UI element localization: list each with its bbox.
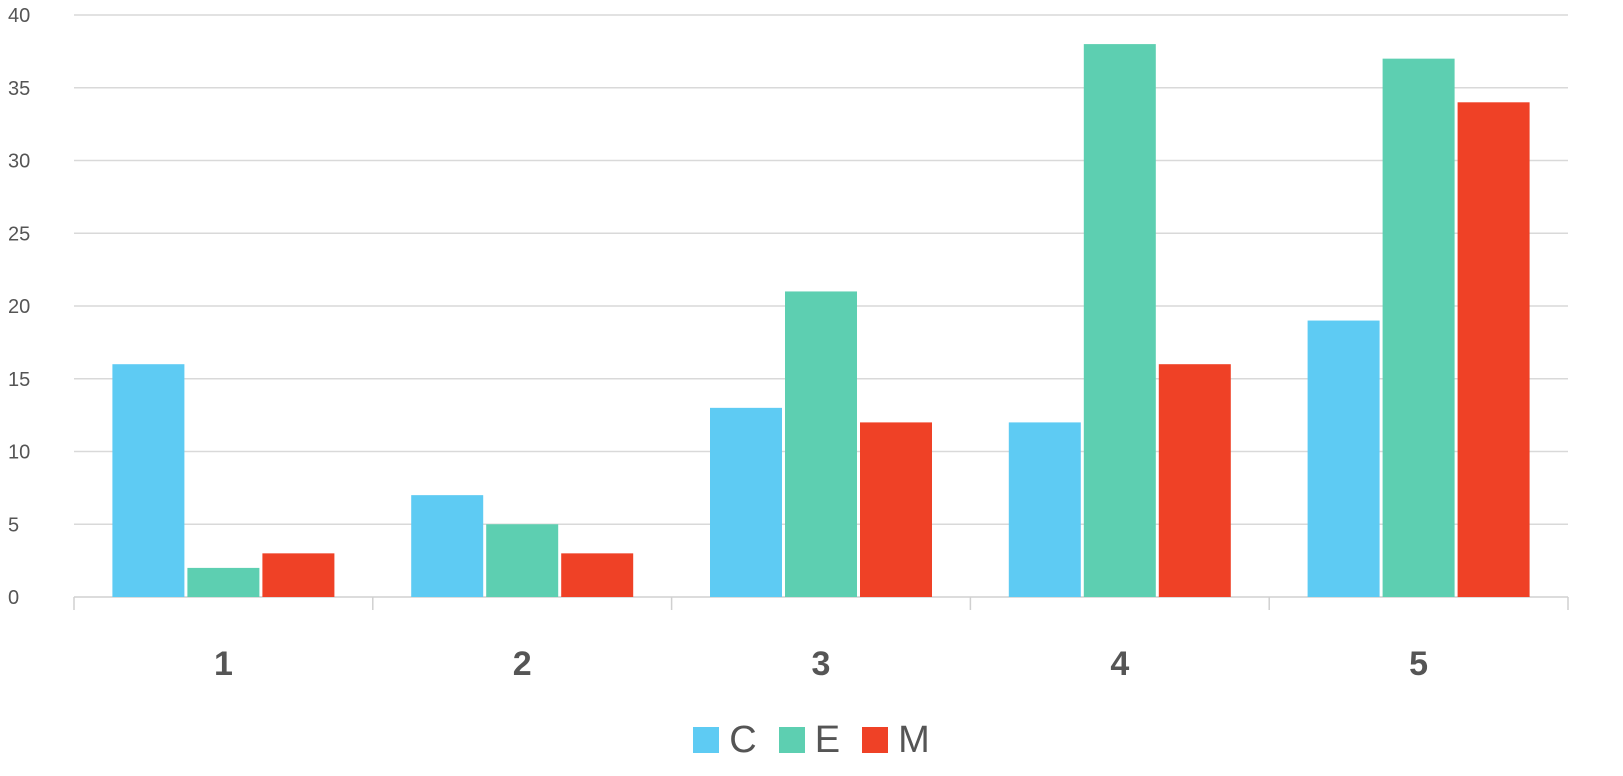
bar-c-4 (1008, 422, 1081, 597)
bar-c-1 (112, 364, 185, 597)
x-tick-label: 3 (812, 645, 831, 683)
legend-item-m: M (862, 721, 930, 759)
bar-m-2 (561, 553, 634, 597)
bar-c-2 (411, 495, 484, 597)
y-tick-label: 20 (8, 296, 30, 318)
bar-m-5 (1457, 102, 1530, 598)
y-tick-label: 30 (8, 151, 30, 173)
y-tick-label: 10 (8, 442, 30, 464)
bar-m-1 (262, 553, 335, 597)
bar-c-5 (1307, 320, 1380, 597)
bar-m-4 (1158, 364, 1231, 597)
legend-item-c: C (693, 719, 757, 761)
x-tick-label: 5 (1409, 645, 1428, 683)
y-tick-label: 0 (8, 587, 19, 609)
y-tick-label: 25 (8, 223, 30, 245)
legend: C E M (0, 708, 1623, 772)
y-tick-label: 15 (8, 369, 30, 391)
legend-swatch-m (862, 727, 889, 753)
legend-swatch-c (693, 727, 720, 753)
bar-e-1 (187, 567, 260, 597)
legend-label-e: E (814, 719, 841, 761)
bar-e-3 (785, 291, 857, 597)
x-tick-label: 4 (1110, 645, 1129, 683)
bar-e-2 (486, 524, 559, 597)
legend-item-e: E (778, 719, 841, 761)
bar-c-3 (710, 407, 782, 597)
y-tick-label: 5 (8, 514, 19, 536)
bar-e-5 (1382, 58, 1455, 597)
y-tick-label: 35 (8, 78, 30, 100)
y-tick-label: 40 (8, 5, 30, 27)
x-tick-label: 2 (513, 645, 532, 683)
bar-e-4 (1083, 44, 1156, 598)
legend-label-m: M (898, 719, 930, 761)
legend-label-c: C (729, 719, 757, 761)
legend-swatch-e (778, 727, 805, 753)
x-tick-label: 1 (214, 645, 233, 683)
bar-m-3 (860, 422, 932, 597)
